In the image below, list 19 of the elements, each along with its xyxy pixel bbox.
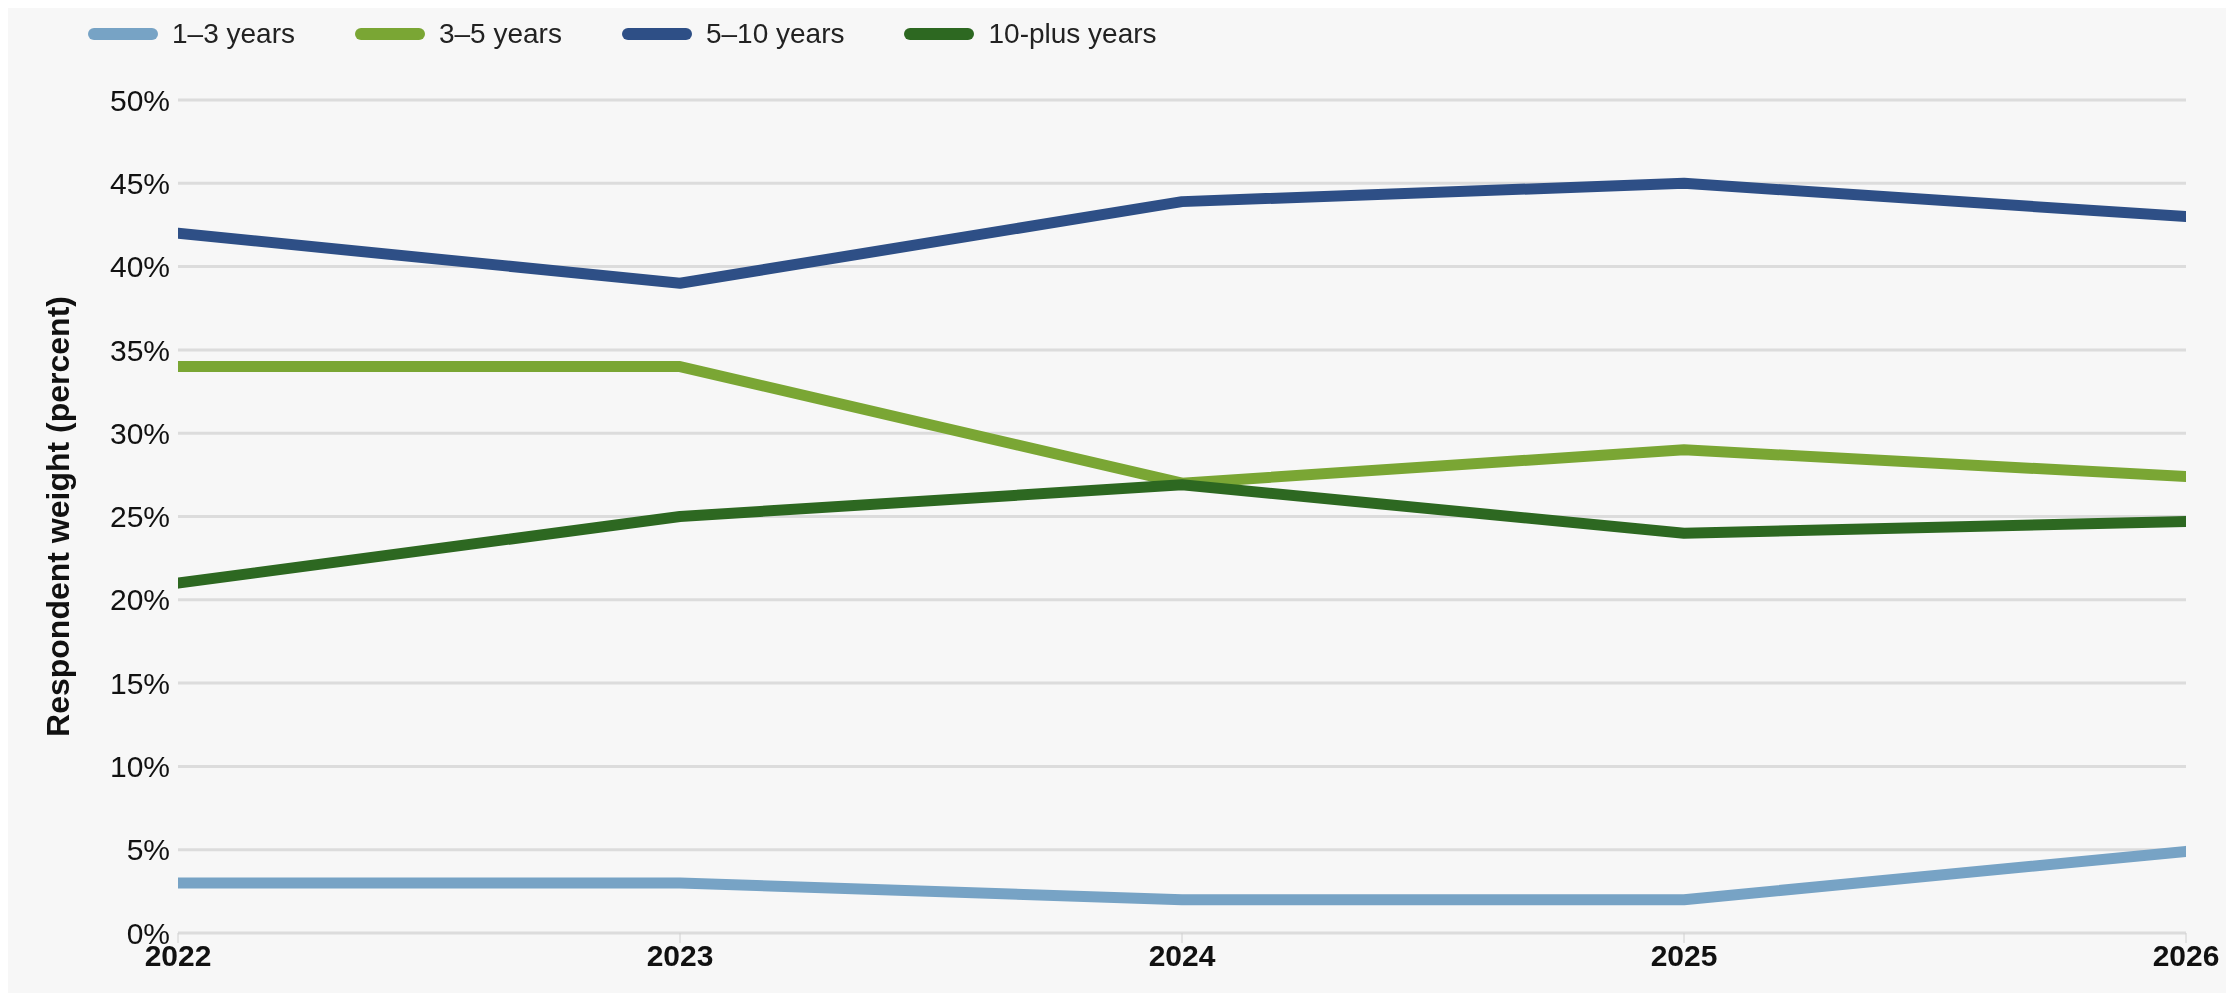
legend-label: 1–3 years <box>172 18 295 50</box>
y-tick-label: 5% <box>126 833 170 867</box>
x-tick-label: 2023 <box>646 939 714 973</box>
legend-label: 3–5 years <box>438 18 562 50</box>
y-tick-label: 50% <box>109 83 170 117</box>
y-tick-label: 25% <box>109 500 170 534</box>
legend-label: 10-plus years <box>988 18 1157 50</box>
y-axis-title: Respondent weight (percent) <box>40 296 77 737</box>
y-tick-label: 10% <box>109 750 170 784</box>
x-tick-label: 2025 <box>1650 939 1718 973</box>
x-tick-label: 2026 <box>2152 939 2220 973</box>
y-tick-label: 35% <box>109 333 170 367</box>
y-tick-label: 30% <box>109 416 170 450</box>
x-tick-label: 2024 <box>1148 939 1216 973</box>
y-tick-label: 15% <box>109 666 170 700</box>
legend-label: 5–10 years <box>705 18 845 50</box>
y-tick-label: 40% <box>109 250 170 284</box>
y-tick-label: 20% <box>109 583 170 617</box>
y-tick-label: 45% <box>109 166 170 200</box>
